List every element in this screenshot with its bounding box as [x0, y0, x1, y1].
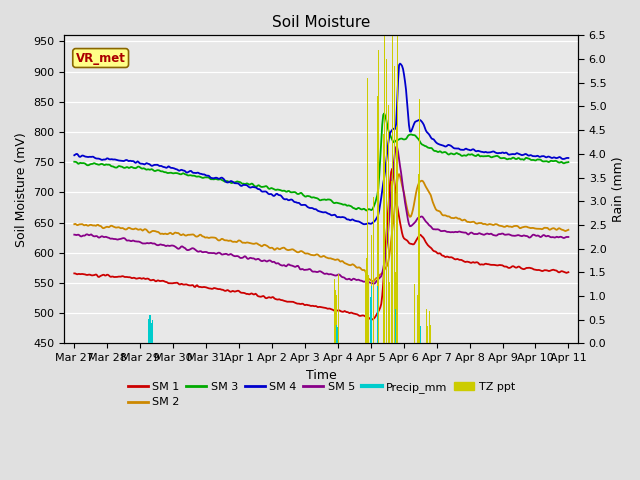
Bar: [417, 295, 419, 344]
Bar: [426, 309, 428, 344]
Bar: [396, 127, 397, 344]
Bar: [366, 258, 367, 344]
Legend: SM 1, SM 2, SM 3, SM 4, SM 5, Precip_mm, TZ ppt: SM 1, SM 2, SM 3, SM 4, SM 5, Precip_mm,…: [124, 377, 519, 412]
Bar: [334, 279, 335, 344]
Bar: [367, 78, 368, 344]
Bar: [395, 272, 396, 344]
Bar: [371, 286, 372, 344]
Bar: [419, 99, 420, 344]
Bar: [370, 297, 371, 344]
Bar: [413, 141, 414, 344]
Bar: [430, 325, 431, 344]
Bar: [377, 96, 378, 344]
Bar: [150, 315, 151, 344]
Bar: [377, 287, 378, 344]
Bar: [408, 259, 410, 344]
Bar: [335, 290, 336, 344]
Bar: [429, 312, 430, 344]
Bar: [395, 309, 396, 344]
Text: VR_met: VR_met: [76, 51, 125, 64]
Bar: [148, 319, 149, 344]
X-axis label: Time: Time: [306, 369, 337, 382]
Bar: [406, 293, 408, 344]
Bar: [336, 325, 337, 344]
Bar: [420, 326, 421, 344]
Y-axis label: Rain (mm): Rain (mm): [612, 156, 625, 222]
Title: Soil Moisture: Soil Moisture: [272, 15, 371, 30]
Bar: [386, 59, 387, 344]
Bar: [384, 35, 385, 344]
Bar: [388, 282, 390, 344]
Bar: [378, 50, 379, 344]
Bar: [365, 270, 366, 344]
Bar: [336, 296, 337, 344]
Bar: [391, 181, 392, 344]
Bar: [337, 327, 338, 344]
Bar: [149, 315, 150, 344]
Bar: [152, 320, 153, 344]
Bar: [371, 235, 372, 344]
Bar: [373, 197, 374, 344]
Y-axis label: Soil Moisture (mV): Soil Moisture (mV): [15, 132, 28, 247]
Bar: [151, 323, 152, 344]
Bar: [402, 167, 403, 344]
Bar: [368, 275, 369, 344]
